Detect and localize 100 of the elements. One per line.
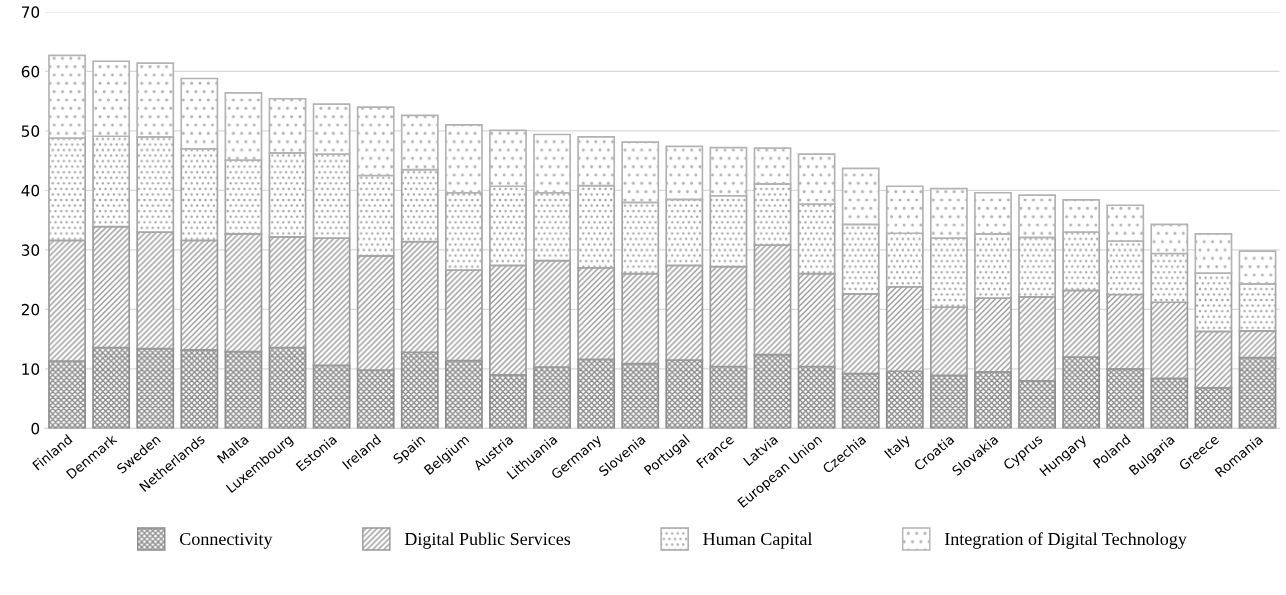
y-tick-label: 10 xyxy=(22,363,40,375)
bar xyxy=(577,136,616,187)
bar xyxy=(974,297,1012,373)
bar xyxy=(841,223,880,295)
bar xyxy=(312,237,351,367)
bar xyxy=(841,167,880,226)
bar xyxy=(180,349,219,429)
bar xyxy=(1238,250,1277,285)
bar xyxy=(709,194,748,268)
bar xyxy=(709,146,748,197)
legend-label: Integration of Digital Technology xyxy=(944,532,1187,549)
bar xyxy=(48,239,86,363)
bar xyxy=(268,97,307,154)
bar xyxy=(974,371,1012,429)
bar xyxy=(489,185,527,267)
bar xyxy=(1194,272,1233,333)
bar xyxy=(136,62,175,138)
legend-label: Connectivity xyxy=(180,532,273,549)
bar xyxy=(356,174,395,257)
bar xyxy=(400,168,439,243)
bar xyxy=(444,359,483,429)
bar xyxy=(312,103,351,155)
bar xyxy=(885,370,924,429)
bar xyxy=(1106,240,1145,296)
bar xyxy=(400,114,439,171)
bar xyxy=(136,347,175,429)
bar xyxy=(1238,282,1277,332)
bar xyxy=(885,285,924,373)
bar xyxy=(92,225,131,349)
bar xyxy=(1062,199,1101,233)
bar xyxy=(709,265,748,368)
bar xyxy=(1150,252,1189,304)
y-tick-label: 40 xyxy=(21,184,40,197)
bar xyxy=(48,360,86,429)
bar xyxy=(1238,329,1277,359)
bar xyxy=(356,106,395,177)
bar xyxy=(797,272,836,368)
bar xyxy=(180,239,219,351)
bar xyxy=(929,374,968,429)
bar xyxy=(665,264,704,361)
bar xyxy=(665,198,704,267)
bar xyxy=(533,259,571,368)
bar xyxy=(533,191,571,262)
bar xyxy=(621,362,660,429)
bar xyxy=(1062,231,1101,292)
bar xyxy=(268,235,307,349)
bar xyxy=(533,133,571,194)
legend-label: Digital Public Services xyxy=(404,532,571,549)
bar xyxy=(621,272,660,365)
bar xyxy=(1018,194,1056,239)
bar xyxy=(1150,377,1189,429)
y-tick-label: 0 xyxy=(31,422,40,435)
bar xyxy=(1062,289,1101,358)
bar xyxy=(356,255,395,371)
bar xyxy=(92,135,131,228)
bar xyxy=(533,366,571,429)
bar xyxy=(1150,301,1189,380)
bar xyxy=(841,372,880,429)
bar xyxy=(621,201,660,275)
bar xyxy=(489,374,527,429)
bar xyxy=(1018,236,1056,298)
bar xyxy=(753,183,792,246)
bar xyxy=(885,185,924,235)
bar xyxy=(400,351,439,429)
bar xyxy=(577,184,616,269)
bar xyxy=(621,141,660,204)
bar xyxy=(974,233,1012,299)
bar xyxy=(929,187,968,239)
bar xyxy=(577,358,616,429)
bar xyxy=(1106,293,1145,370)
bar xyxy=(444,124,483,194)
bar xyxy=(929,237,968,308)
bar xyxy=(444,269,483,362)
bar xyxy=(929,306,968,377)
y-tick-label: 70 xyxy=(21,6,40,18)
bar xyxy=(1150,223,1189,255)
bar xyxy=(885,232,924,288)
bar xyxy=(709,365,748,429)
bar xyxy=(665,359,704,429)
bar xyxy=(92,60,131,138)
y-tick-label: 60 xyxy=(21,65,40,78)
bar xyxy=(974,191,1012,235)
bar xyxy=(1018,379,1056,429)
bar xyxy=(753,353,792,429)
bar xyxy=(268,346,307,429)
bar xyxy=(136,231,175,350)
bar xyxy=(797,365,836,429)
bar xyxy=(1106,368,1145,429)
y-tick-label: 30 xyxy=(21,244,40,256)
bar xyxy=(400,240,439,354)
bar xyxy=(1238,356,1277,429)
bar xyxy=(180,147,219,242)
bar xyxy=(136,136,175,233)
bar xyxy=(1106,204,1145,242)
bar xyxy=(1062,356,1101,429)
bar xyxy=(268,152,307,238)
bar xyxy=(1194,387,1233,429)
bar xyxy=(180,77,219,150)
bar xyxy=(224,233,263,353)
bar xyxy=(753,147,792,185)
